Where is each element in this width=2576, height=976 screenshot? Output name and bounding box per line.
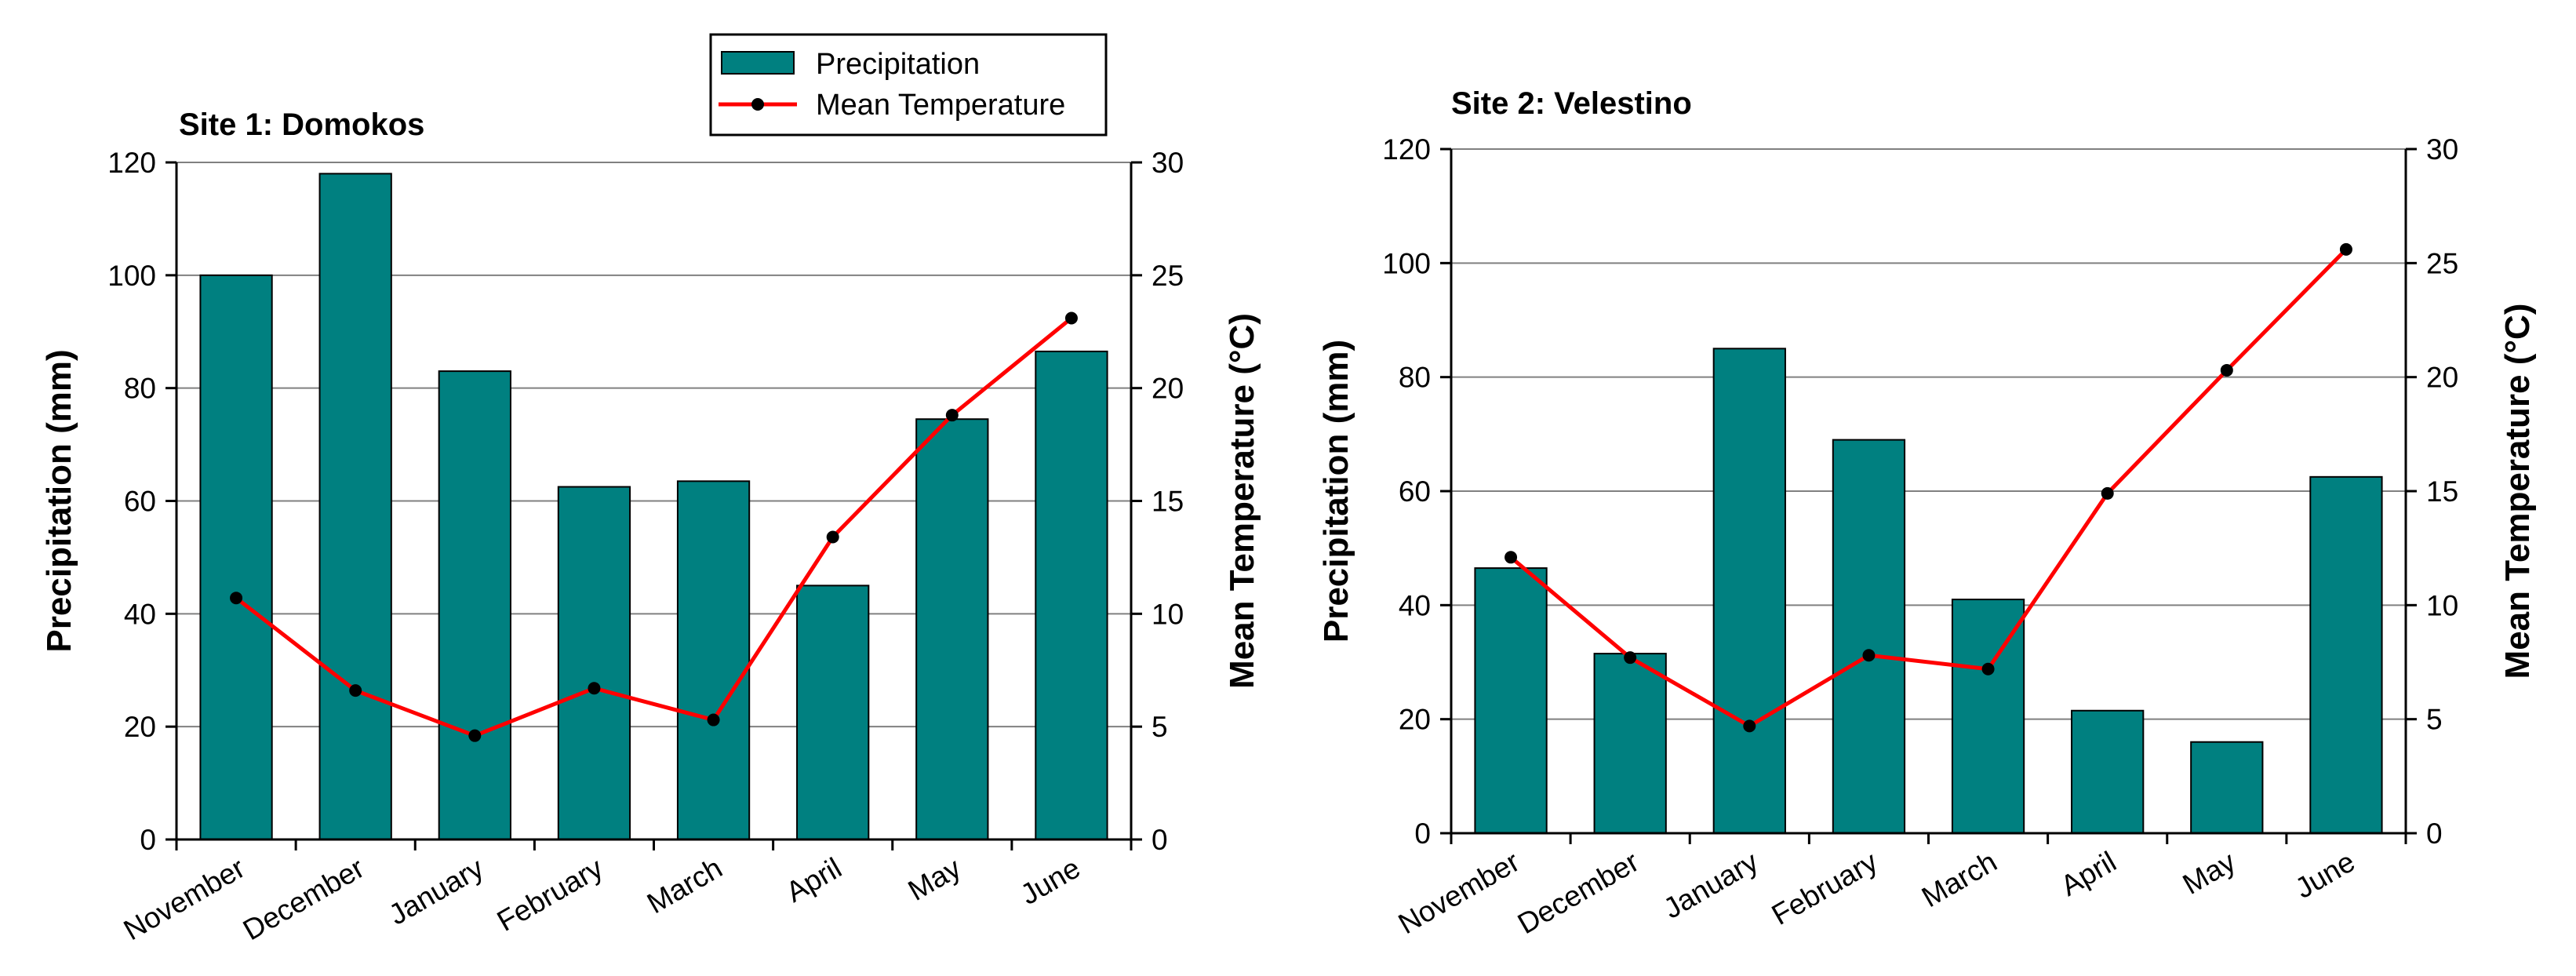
point-temperature-may <box>945 409 959 422</box>
y-axis-title: Precipitation (mm) <box>1317 340 1355 643</box>
y-tick-label: 80 <box>124 373 156 405</box>
y2-tick-label: 5 <box>1152 711 1168 743</box>
point-temperature-november <box>1504 551 1518 564</box>
bar-precipitation-april <box>796 585 870 840</box>
y-tick-label: 20 <box>1399 704 1431 736</box>
bar-precipitation-may <box>2190 741 2264 835</box>
y-tick-label: 0 <box>1414 818 1431 850</box>
y2-tick-label: 25 <box>1152 260 1184 292</box>
point-temperature-february <box>1862 649 1876 662</box>
y2-tick-label: 20 <box>2426 362 2458 394</box>
y2-tick-label: 0 <box>1152 824 1168 856</box>
y-tick-label: 100 <box>107 260 156 292</box>
point-temperature-january <box>468 729 482 742</box>
y2-tick-label: 15 <box>1152 486 1184 518</box>
y-tick-label: 40 <box>1399 589 1431 621</box>
y2-axis-title: Mean Temperature (°C) <box>1223 313 1261 689</box>
point-temperature-november <box>230 592 243 605</box>
point-temperature-march <box>1981 662 1995 676</box>
point-temperature-june <box>2339 242 2352 256</box>
y2-axis-title: Mean Temperature (°C) <box>2498 304 2537 679</box>
y-tick-label: 100 <box>1382 247 1431 279</box>
y-tick-label: 80 <box>1399 362 1431 394</box>
series-line-mean-temperature <box>1509 248 2348 728</box>
y2-tick-label: 10 <box>2426 589 2458 621</box>
legend-label-temperature: Mean Temperature <box>816 89 1065 122</box>
point-temperature-december <box>349 684 362 697</box>
y-tick-label: 60 <box>1399 475 1431 508</box>
y2-tick-label: 25 <box>2426 247 2458 279</box>
bar-precipitation-june <box>1035 350 1108 840</box>
chart-title: Site 2: Velestino <box>1451 86 1692 121</box>
legend-label-precipitation: Precipitation <box>816 48 980 81</box>
y-tick-label: 40 <box>124 598 156 630</box>
y-tick-label: 120 <box>107 147 156 179</box>
bar-precipitation-may <box>915 418 989 840</box>
legend: Precipitation Mean Temperature <box>709 33 1108 137</box>
y2-tick-label: 30 <box>1152 147 1184 179</box>
bar-precipitation-june <box>2309 475 2383 834</box>
y2-tick-label: 15 <box>2426 475 2458 508</box>
bar-precipitation-january <box>438 370 511 840</box>
point-temperature-june <box>1064 311 1078 325</box>
y-tick-label: 120 <box>1382 133 1431 166</box>
point-temperature-january <box>1743 719 1756 733</box>
bar-precipitation-march <box>676 480 751 840</box>
y2-tick-label: 20 <box>1152 373 1184 405</box>
y2-tick-label: 5 <box>2426 704 2443 736</box>
point-temperature-march <box>707 713 720 727</box>
point-temperature-april <box>2101 486 2114 500</box>
bar-precipitation-december <box>318 173 392 840</box>
bar-precipitation-february <box>557 486 631 840</box>
y-tick-label: 20 <box>124 711 156 743</box>
series-line-mean-temperature <box>235 316 1073 738</box>
point-temperature-april <box>826 530 839 544</box>
y-axis-title: Precipitation (mm) <box>40 349 78 652</box>
chart-title: Site 1: Domokos <box>179 107 424 142</box>
y-tick-label: 0 <box>140 824 156 856</box>
legend-swatch-precipitation <box>721 51 795 75</box>
bar-precipitation-march <box>1951 599 2025 834</box>
y2-tick-label: 10 <box>1152 598 1184 630</box>
y2-tick-label: 30 <box>2426 133 2458 166</box>
bar-precipitation-november <box>1474 567 1548 834</box>
bar-precipitation-february <box>1832 439 1906 834</box>
y-tick-label: 60 <box>124 486 156 518</box>
bar-precipitation-april <box>2071 709 2145 834</box>
bar-precipitation-november <box>199 274 273 841</box>
bar-precipitation-january <box>1712 348 1786 835</box>
point-temperature-may <box>2220 363 2233 377</box>
bar-precipitation-december <box>1593 653 1667 834</box>
point-temperature-december <box>1624 651 1637 665</box>
y2-tick-label: 0 <box>2426 818 2443 850</box>
legend-swatch-temperature-marker <box>751 98 764 111</box>
point-temperature-february <box>588 682 601 695</box>
